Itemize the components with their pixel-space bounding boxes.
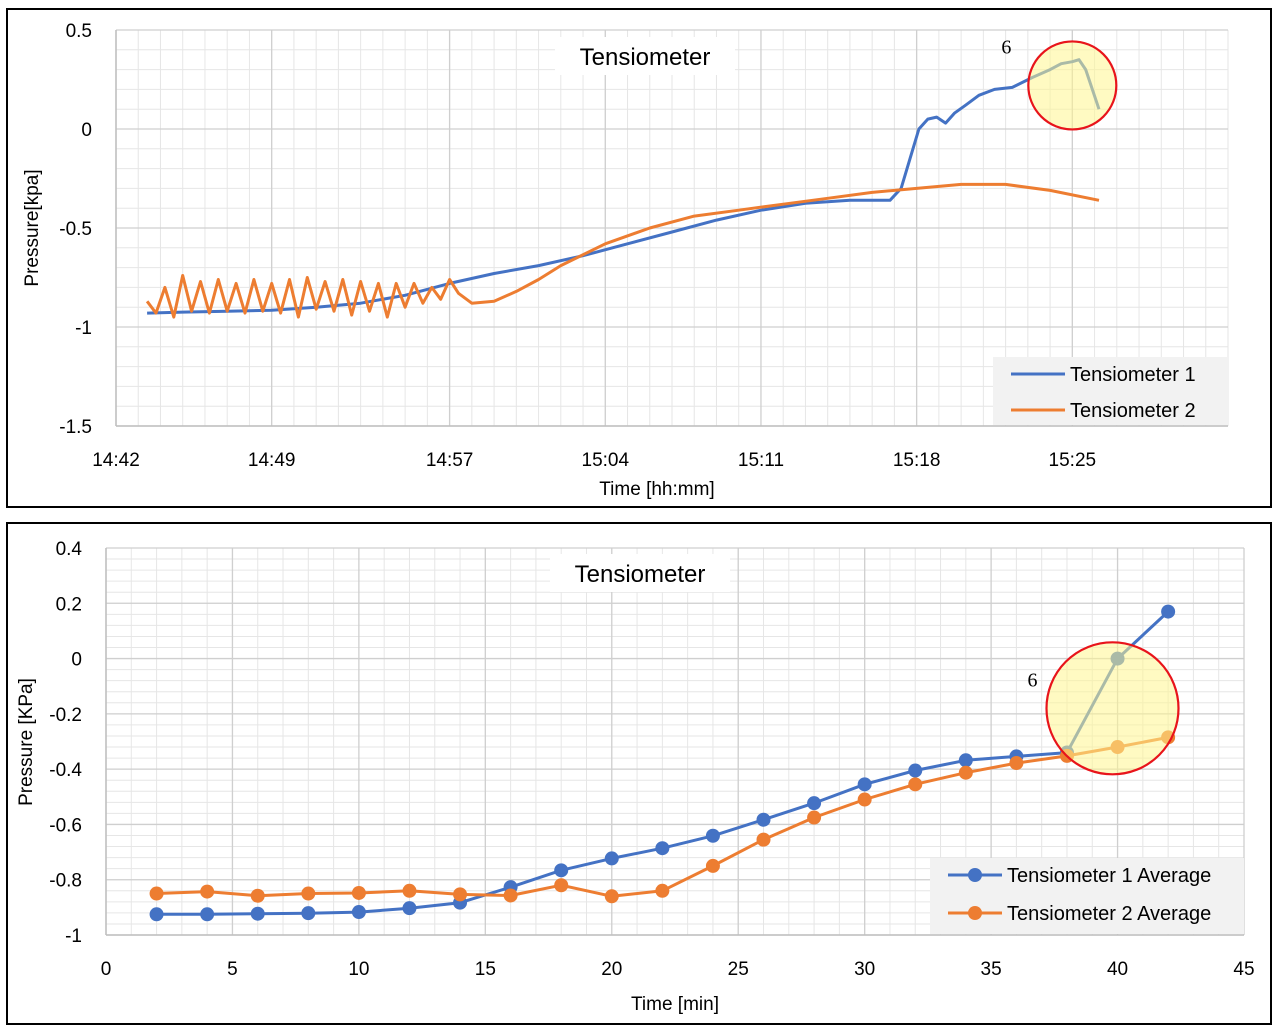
annotation-label: 6 (1001, 36, 1011, 58)
x-tick-label: 15 (475, 959, 496, 980)
highlight-circle (1027, 40, 1118, 131)
series-2-point (250, 888, 265, 903)
y-tick-label: -0.8 (49, 871, 82, 892)
legend-background (993, 357, 1228, 425)
x-tick-label: 10 (348, 959, 369, 980)
series-line-2 (145, 182, 1100, 319)
series-1-point (402, 901, 417, 916)
series-1-point (705, 828, 720, 843)
series-1-point (807, 796, 822, 811)
x-tick-label: 14:42 (92, 450, 140, 471)
series-2-point (756, 832, 771, 847)
y-tick-label: -0.5 (59, 219, 92, 240)
y-tick-label: 0.2 (56, 594, 82, 615)
x-tick-label: 5 (227, 959, 238, 980)
chart-title: Tensiometer (575, 561, 706, 588)
series-2-point (503, 888, 518, 903)
series-1-point (857, 777, 872, 792)
series-2-point (554, 878, 569, 893)
x-axis-label: Time [hh:mm] (599, 479, 714, 500)
x-tick-label: 15:25 (1049, 450, 1097, 471)
highlight-circle (1045, 641, 1180, 776)
series-2-point (807, 810, 822, 825)
series-2-point (301, 886, 316, 901)
x-tick-label: 30 (854, 959, 875, 980)
series-1-point (958, 753, 973, 768)
x-tick-label: 40 (1107, 959, 1128, 980)
series-1-point (149, 907, 164, 922)
series-1-point (655, 841, 670, 856)
x-axis-label: Time [min] (631, 994, 719, 1015)
chart-title-background (550, 554, 730, 592)
x-tick-label: 14:57 (426, 450, 474, 471)
y-tick-label: -1.5 (59, 417, 92, 438)
legend-background (930, 858, 1244, 934)
chart-panel-elapsed-minutes (6, 522, 1272, 1025)
x-tick-label: 15:11 (738, 450, 784, 471)
legend-label: Tensiometer 1 Average (1007, 865, 1211, 887)
series-2-point (351, 885, 366, 900)
x-tick-label: 15:18 (893, 450, 941, 471)
series-2-point (200, 884, 215, 899)
y-axis-label: Pressure [KPa] (16, 678, 37, 806)
legend-label: Tensiometer 2 (1070, 400, 1196, 422)
x-tick-label: 14:49 (248, 450, 296, 471)
series-1-point (554, 863, 569, 878)
chart-title: Tensiometer (580, 44, 711, 71)
y-tick-label: 0 (81, 120, 92, 141)
annotation-label: 6 (1027, 669, 1037, 691)
series-2-point (958, 765, 973, 780)
series-2-point (908, 777, 923, 792)
series-1-point (250, 906, 265, 921)
series-2-point (857, 792, 872, 807)
series-1-point (756, 812, 771, 827)
y-tick-label: -0.6 (49, 815, 82, 836)
series-2-point (402, 883, 417, 898)
series-1-point (908, 763, 923, 778)
series-2-point (453, 887, 468, 902)
x-tick-label: 25 (728, 959, 749, 980)
legend-label: Tensiometer 1 (1070, 364, 1196, 386)
series-1-point (351, 905, 366, 920)
legend-swatch-marker (968, 906, 982, 920)
x-tick-label: 20 (601, 959, 622, 980)
x-tick-label: 45 (1233, 959, 1254, 980)
y-tick-label: -0.4 (49, 760, 82, 781)
series-2-point (149, 886, 164, 901)
series-2-point (705, 858, 720, 873)
y-tick-label: -0.2 (49, 705, 82, 726)
series-2-point (1009, 756, 1024, 771)
y-tick-label: 0.4 (56, 539, 83, 560)
legend-swatch-marker (968, 868, 982, 882)
series-2-point (604, 889, 619, 904)
y-tick-label: -1 (65, 926, 82, 947)
y-tick-label: 0.5 (66, 21, 92, 42)
series-1-point (1161, 604, 1176, 619)
x-tick-label: 35 (981, 959, 1002, 980)
series-1-point (604, 851, 619, 866)
series-1-point (301, 906, 316, 921)
series-1-point (200, 907, 215, 922)
x-tick-label: 15:04 (582, 450, 630, 471)
y-axis-label: Pressure[kpa] (22, 169, 43, 286)
y-tick-label: -1 (75, 318, 92, 339)
y-tick-label: 0 (71, 650, 82, 671)
x-tick-label: 0 (101, 959, 112, 980)
chart-title-background (555, 37, 735, 75)
series-2-point (655, 883, 670, 898)
legend-label: Tensiometer 2 Average (1007, 903, 1211, 925)
